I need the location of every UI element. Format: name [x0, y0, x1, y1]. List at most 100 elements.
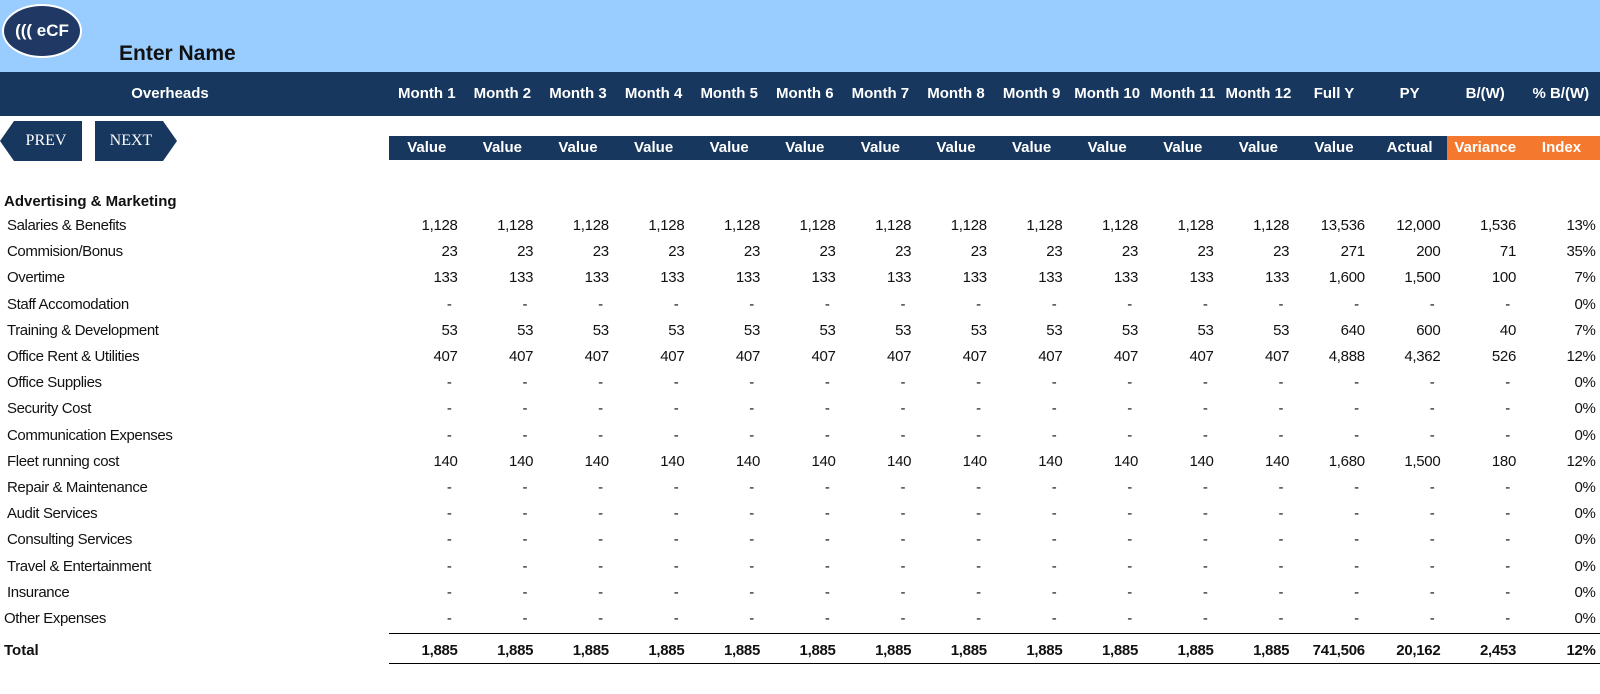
cell-value[interactable]: -: [522, 426, 528, 444]
cell-value[interactable]: -: [749, 505, 754, 523]
cell-value[interactable]: 0%: [1574, 374, 1596, 392]
cell-value[interactable]: -: [1278, 583, 1284, 601]
cell-value[interactable]: -: [976, 610, 981, 627]
cell-value[interactable]: 4,888: [1328, 348, 1365, 365]
cell-value[interactable]: 1,128: [1253, 217, 1290, 234]
cell-value[interactable]: 407: [962, 348, 987, 365]
cell-value[interactable]: -: [1127, 610, 1132, 627]
cell-value[interactable]: 140: [811, 452, 836, 470]
cell-value[interactable]: -: [1429, 557, 1435, 575]
cell-value[interactable]: -: [1429, 505, 1435, 523]
cell-value[interactable]: -: [598, 505, 603, 523]
prev-button[interactable]: PREV: [0, 121, 82, 161]
cell-value[interactable]: 0%: [1574, 400, 1596, 418]
cell-value[interactable]: -: [1051, 426, 1057, 444]
cell-value[interactable]: 23: [592, 243, 609, 261]
cell-value[interactable]: -: [749, 400, 754, 418]
cell-value[interactable]: 407: [1265, 348, 1290, 365]
cell-value[interactable]: -: [1505, 426, 1510, 444]
cell-value[interactable]: -: [1429, 295, 1435, 313]
cell-value[interactable]: -: [1202, 400, 1208, 418]
cell-value[interactable]: 23: [895, 243, 912, 261]
cell-value[interactable]: -: [824, 479, 830, 496]
cell-value[interactable]: -: [1051, 610, 1057, 627]
cell-value[interactable]: -: [673, 610, 679, 627]
cell-value[interactable]: 1,600: [1328, 269, 1365, 287]
cell-value[interactable]: -: [900, 505, 906, 523]
cell-value[interactable]: -: [673, 557, 679, 575]
cell-value[interactable]: 1,500: [1404, 269, 1441, 287]
cell-value[interactable]: -: [1505, 400, 1510, 418]
cell-value[interactable]: -: [1354, 295, 1359, 313]
cell-value[interactable]: -: [976, 426, 981, 444]
cell-value[interactable]: 53: [517, 321, 534, 339]
cell-value[interactable]: -: [673, 583, 679, 601]
cell-value[interactable]: 407: [584, 348, 609, 365]
cell-value[interactable]: 140: [584, 452, 609, 470]
cell-value[interactable]: -: [824, 505, 830, 523]
cell-value[interactable]: -: [1127, 531, 1132, 549]
cell-value[interactable]: 407: [735, 348, 760, 365]
cell-value[interactable]: 53: [970, 321, 987, 339]
cell-value[interactable]: -: [900, 374, 906, 392]
cell-value[interactable]: -: [1202, 583, 1208, 601]
cell-value[interactable]: 53: [1273, 321, 1290, 339]
cell-value[interactable]: -: [824, 400, 830, 418]
cell-value[interactable]: 23: [668, 243, 685, 261]
cell-value[interactable]: -: [1127, 400, 1132, 418]
cell-value[interactable]: 140: [660, 452, 685, 470]
cell-value[interactable]: -: [446, 505, 452, 523]
cell-value[interactable]: 133: [1113, 269, 1138, 287]
cell-value[interactable]: -: [824, 426, 830, 444]
cell-value[interactable]: -: [598, 295, 603, 313]
cell-value[interactable]: 1,536: [1479, 217, 1516, 234]
cell-value[interactable]: 140: [509, 452, 534, 470]
cell-value[interactable]: 53: [668, 321, 685, 339]
cell-value[interactable]: -: [1127, 505, 1132, 523]
cell-value[interactable]: 1,128: [648, 217, 685, 234]
cell-value[interactable]: 140: [735, 452, 760, 470]
cell-value[interactable]: -: [446, 557, 452, 575]
cell-value[interactable]: 140: [887, 452, 912, 470]
cell-value[interactable]: -: [824, 557, 830, 575]
cell-value[interactable]: 12%: [1566, 348, 1596, 365]
cell-value[interactable]: -: [824, 583, 830, 601]
cell-value[interactable]: 53: [592, 321, 609, 339]
cell-value[interactable]: -: [446, 583, 452, 601]
cell-value[interactable]: -: [1278, 531, 1284, 549]
cell-value[interactable]: -: [749, 426, 754, 444]
cell-value[interactable]: -: [1051, 374, 1057, 392]
cell-value[interactable]: -: [1505, 557, 1510, 575]
cell-value[interactable]: -: [1051, 583, 1057, 601]
cell-value[interactable]: -: [1051, 531, 1057, 549]
cell-value[interactable]: -: [1354, 583, 1359, 601]
cell-value[interactable]: -: [1354, 557, 1359, 575]
cell-value[interactable]: 133: [887, 269, 912, 287]
cell-value[interactable]: -: [900, 557, 906, 575]
cell-value[interactable]: 1,128: [1101, 217, 1138, 234]
cell-value[interactable]: -: [598, 479, 603, 496]
cell-value[interactable]: -: [1202, 426, 1208, 444]
cell-value[interactable]: -: [598, 374, 603, 392]
cell-value[interactable]: -: [1202, 374, 1208, 392]
cell-value[interactable]: 0%: [1574, 426, 1596, 444]
cell-value[interactable]: 140: [1265, 452, 1290, 470]
cell-value[interactable]: -: [673, 479, 679, 496]
cell-value[interactable]: -: [1202, 295, 1208, 313]
cell-value[interactable]: 0%: [1574, 479, 1596, 496]
cell-value[interactable]: 71: [1499, 243, 1516, 261]
cell-value[interactable]: -: [1202, 479, 1208, 496]
cell-value[interactable]: 1,128: [723, 217, 760, 234]
cell-value[interactable]: -: [824, 374, 830, 392]
cell-value[interactable]: 0%: [1574, 557, 1596, 575]
cell-value[interactable]: 1,680: [1328, 452, 1365, 470]
cell-value[interactable]: -: [824, 610, 830, 627]
cell-value[interactable]: -: [673, 531, 679, 549]
cell-value[interactable]: -: [446, 531, 452, 549]
cell-value[interactable]: -: [749, 374, 754, 392]
cell-value[interactable]: 53: [743, 321, 760, 339]
cell-value[interactable]: -: [1202, 610, 1208, 627]
cell-value[interactable]: 407: [1038, 348, 1063, 365]
cell-value[interactable]: -: [1278, 374, 1284, 392]
cell-value[interactable]: 526: [1491, 348, 1516, 365]
